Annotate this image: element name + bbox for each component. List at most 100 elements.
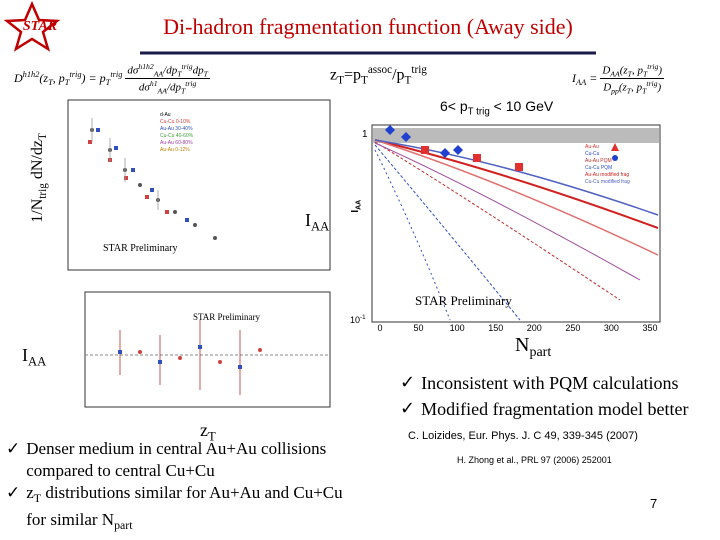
text-run: -1 — [360, 314, 366, 321]
bullet: ✓ Denser medium in central Au+Au collisio… — [6, 438, 346, 482]
text-run: h1h2 — [22, 69, 40, 79]
x-tick-label: 100 — [449, 323, 465, 333]
text-run: z — [26, 483, 34, 502]
numerator: DAA(zT, pTtrig) — [600, 62, 664, 80]
bottom-left-plot — [84, 291, 331, 408]
text-run: N — [515, 334, 530, 356]
legend-entry: Cu-Cu 0-10% — [160, 119, 191, 125]
text-run: z — [330, 66, 338, 84]
text-run: (z — [618, 81, 627, 94]
text-run: T — [203, 69, 208, 79]
text-run: AA — [311, 219, 330, 234]
legend-entry: Au-Au 60-80% — [160, 140, 193, 146]
left-bullets: ✓ Denser medium in central Au+Au collisio… — [6, 438, 346, 536]
x-axis-label: zT — [200, 420, 216, 444]
text-run: dσ — [127, 64, 139, 77]
text-run: D — [603, 81, 612, 94]
text-run: , p — [631, 64, 643, 77]
text-run: dN/dz — [29, 140, 47, 184]
text-run: I — [350, 209, 362, 213]
x-tick-label: 200 — [526, 323, 542, 333]
text-run: /dp — [166, 81, 181, 94]
legend-entry: Au-Au modified frag — [585, 172, 630, 178]
text-run: AA — [610, 69, 620, 79]
text-run: part — [114, 518, 133, 533]
x-tick-label: 50 — [413, 323, 424, 333]
title: Di-hadron fragmentation function (Away s… — [163, 14, 573, 39]
text-run: T — [36, 133, 49, 141]
page-number: 7 — [650, 496, 658, 511]
check-mark: ✓ — [400, 372, 416, 393]
text-run: T — [105, 77, 111, 87]
formula-left: Dh1h2(zT, pTtrig) = pTtrig dσh1h2AA/dpTt… — [14, 62, 210, 96]
text-run: , p — [52, 70, 65, 85]
text-run: (z — [39, 70, 49, 85]
y-axis-label: 1/Ntrig dN/dzT — [29, 93, 49, 263]
y-tick-label: 10-1 — [350, 314, 366, 325]
formula-right: IAA = DAA(zT, pTtrig) Dpp(zT, pTtrig) — [572, 62, 664, 96]
legend-entry: Au-Au PQM — [585, 158, 612, 164]
bullet: ✓ Inconsistent with PQM calculations — [400, 370, 689, 396]
bullet-text: Inconsistent with PQM calculations — [421, 373, 679, 393]
text-run: trig — [36, 183, 49, 199]
legend-entry: Cu-Cu 40-60% — [160, 133, 194, 139]
text-run: trig — [181, 62, 193, 71]
reference: H. Zhong et al., PRL 97 (2006) 252001 — [457, 455, 612, 465]
text-run: T — [177, 69, 182, 79]
text-run: T — [627, 69, 632, 79]
denominator: dσh1AA/dpTtrig — [139, 79, 196, 95]
bullet-text: zT distributions similar for Au+Au and C… — [26, 482, 346, 536]
text-run: T — [64, 77, 70, 87]
text-run: ) = p — [81, 70, 106, 85]
text-run: dp — [192, 64, 204, 77]
legend-entry: Au-Au 30-40% — [160, 126, 193, 132]
formula-lhs: IAA = — [572, 71, 597, 87]
text-run: ) — [657, 81, 662, 94]
formula-lhs: Dh1h2(zT, pTtrig) = pTtrig — [14, 69, 122, 87]
preliminary-label: STAR Preliminary — [103, 243, 178, 254]
text-run: T — [33, 491, 42, 506]
top-left-plot — [67, 99, 331, 271]
text-run: /dp — [163, 64, 178, 77]
reference: C. Loizides, Eur. Phys. J. C 49, 339-345… — [408, 430, 638, 442]
text-run: trig — [185, 79, 197, 89]
text-run: z — [200, 420, 208, 440]
text-run: , p — [631, 81, 643, 94]
text-run: (z — [619, 64, 628, 77]
text-run: pp — [611, 86, 619, 96]
bullet-text: Denser medium in central Au+Au collision… — [26, 438, 346, 482]
text-run: AA — [28, 354, 47, 369]
iaa-label: IAA — [305, 210, 329, 234]
text-run: T — [404, 74, 412, 87]
x-tick-label: 250 — [565, 323, 581, 333]
check-mark: ✓ — [6, 439, 21, 459]
y-axis-label: IAA — [350, 200, 362, 213]
fraction: dσh1h2AA/dpTtrigdpT dσh1AA/dpTtrig — [125, 62, 210, 96]
legend-entry: Cu-Cu modified frag — [585, 179, 630, 185]
text-run: < 10 GeV — [489, 98, 554, 114]
legend-entry: Au-Au — [585, 144, 599, 150]
legend-entry: d-Au — [160, 112, 171, 118]
zt-definition: zT=pTassoc/pTtrig — [330, 64, 427, 87]
text-run: AA — [153, 69, 164, 79]
preliminary-label: STAR Preliminary — [415, 293, 512, 308]
preliminary-label: STAR Preliminary — [193, 312, 261, 322]
text-run: distributions similar for Au+Au and Cu+C… — [26, 483, 343, 530]
text-run: 1/N — [29, 198, 47, 223]
text-run: ) — [658, 64, 662, 77]
legend-entry: Au-Au 0-12% — [160, 147, 190, 153]
fraction: DAA(zT, pTtrig) Dpp(zT, pTtrig) — [600, 62, 664, 96]
text-run: D — [602, 64, 611, 77]
text-run: T — [642, 86, 647, 96]
text-run: trig — [411, 64, 427, 76]
x-tick-label: 150 — [488, 323, 504, 333]
text-run: T — [208, 429, 216, 444]
text-run: AA — [157, 86, 167, 96]
text-run: T trig — [467, 106, 490, 118]
text-run: trig — [646, 79, 658, 89]
legend: Au-Au Cu-Cu Au-Au PQM Cu-Cu PQM Au-Au modifi… — [585, 144, 630, 186]
text-run: h1 — [149, 79, 158, 89]
iaa-label: IAA — [22, 345, 46, 369]
